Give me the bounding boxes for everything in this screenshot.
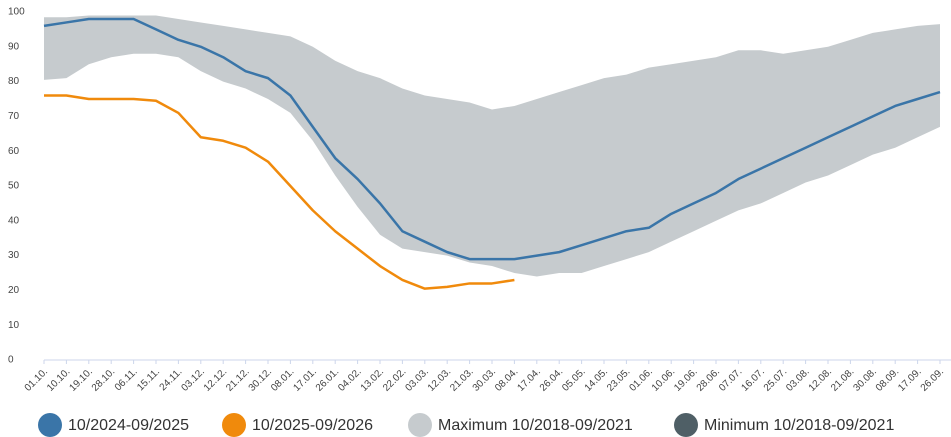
x-tick-label: 03.08.	[784, 366, 811, 393]
x-tick-label: 12.12.	[202, 366, 229, 393]
series-line	[44, 94, 515, 290]
legend-item: Minimum 10/2018-09/2021	[674, 413, 894, 437]
x-tick-label: 22.02.	[381, 366, 408, 393]
x-tick-label: 23.05.	[605, 366, 632, 393]
x-tick-label: 25.07.	[762, 366, 789, 393]
x-tick-label: 19.06.	[672, 366, 699, 393]
legend-item: 10/2024-09/2025	[38, 413, 189, 437]
legend-label: Minimum 10/2018-09/2021	[704, 417, 894, 434]
x-tick-label: 28.06.	[695, 366, 722, 393]
x-tick-label: 21.08.	[829, 366, 856, 393]
x-tick-label: 03.03.	[403, 366, 430, 393]
legend-item: Maximum 10/2018-09/2021	[408, 413, 633, 437]
x-tick-label: 01.10.	[23, 366, 50, 393]
x-tick-label: 12.03.	[426, 366, 453, 393]
x-tick-label: 30.03.	[471, 366, 498, 393]
legend-swatch	[38, 413, 62, 437]
x-tick-label: 12.08.	[807, 366, 834, 393]
y-tick-label: 60	[8, 146, 20, 157]
x-tick-label: 26.09.	[919, 366, 946, 393]
x-tick-label: 26.01.	[314, 366, 341, 393]
x-tick-label: 08.01.	[269, 366, 296, 393]
x-tick-label: 10.10.	[45, 366, 72, 393]
x-tick-label: 05.05.	[560, 366, 587, 393]
x-tick-label: 21.03.	[448, 366, 475, 393]
x-tick-label: 17.04.	[515, 366, 542, 393]
x-tick-label: 13.02.	[359, 366, 386, 393]
x-tick-label: 03.12.	[179, 366, 206, 393]
y-tick-label: 20	[8, 285, 20, 296]
y-tick-label: 0	[8, 355, 14, 366]
y-tick-label: 100	[8, 7, 25, 18]
x-tick-label: 01.06.	[627, 366, 654, 393]
legend-label: 10/2024-09/2025	[68, 417, 189, 434]
y-tick-label: 90	[8, 41, 20, 52]
y-tick-label: 50	[8, 181, 20, 192]
x-tick-label: 24.11.	[158, 366, 185, 393]
y-tick-label: 10	[8, 320, 20, 331]
y-tick-label: 70	[8, 111, 20, 122]
y-tick-label: 40	[8, 215, 20, 226]
x-tick-label: 19.10.	[67, 366, 94, 393]
x-tick-label: 14.05.	[583, 366, 610, 393]
x-tick-label: 17.09.	[896, 366, 923, 393]
x-tick-label: 06.11.	[113, 366, 140, 393]
x-tick-label: 17.01.	[291, 366, 318, 393]
series-line	[43, 17, 941, 261]
x-tick-label: 16.07.	[739, 366, 766, 393]
x-tick-label: 04.02.	[336, 366, 363, 393]
x-tick-label: 28.10.	[90, 366, 117, 393]
x-tick-label: 26.04.	[538, 366, 565, 393]
x-tick-label: 15.11.	[135, 366, 162, 393]
legend-label: Maximum 10/2018-09/2021	[438, 417, 633, 434]
y-tick-label: 30	[8, 250, 20, 261]
x-tick-label: 30.12.	[247, 366, 274, 393]
x-tick-label: 21.12.	[224, 366, 251, 393]
x-tick-label: 08.04.	[493, 366, 520, 393]
x-tick-label: 07.07.	[717, 366, 744, 393]
band-area	[44, 53, 940, 360]
x-tick-label: 10.06.	[650, 366, 677, 393]
y-tick-label: 80	[8, 76, 20, 87]
x-tick-label: 30.08.	[851, 366, 878, 393]
legend-item: 10/2025-09/2026	[222, 413, 373, 437]
legend-swatch	[222, 413, 246, 437]
legend-swatch	[408, 413, 432, 437]
legend-label: 10/2025-09/2026	[252, 417, 373, 434]
x-tick-label: 08.09.	[874, 366, 901, 393]
legend-swatch	[674, 413, 698, 437]
